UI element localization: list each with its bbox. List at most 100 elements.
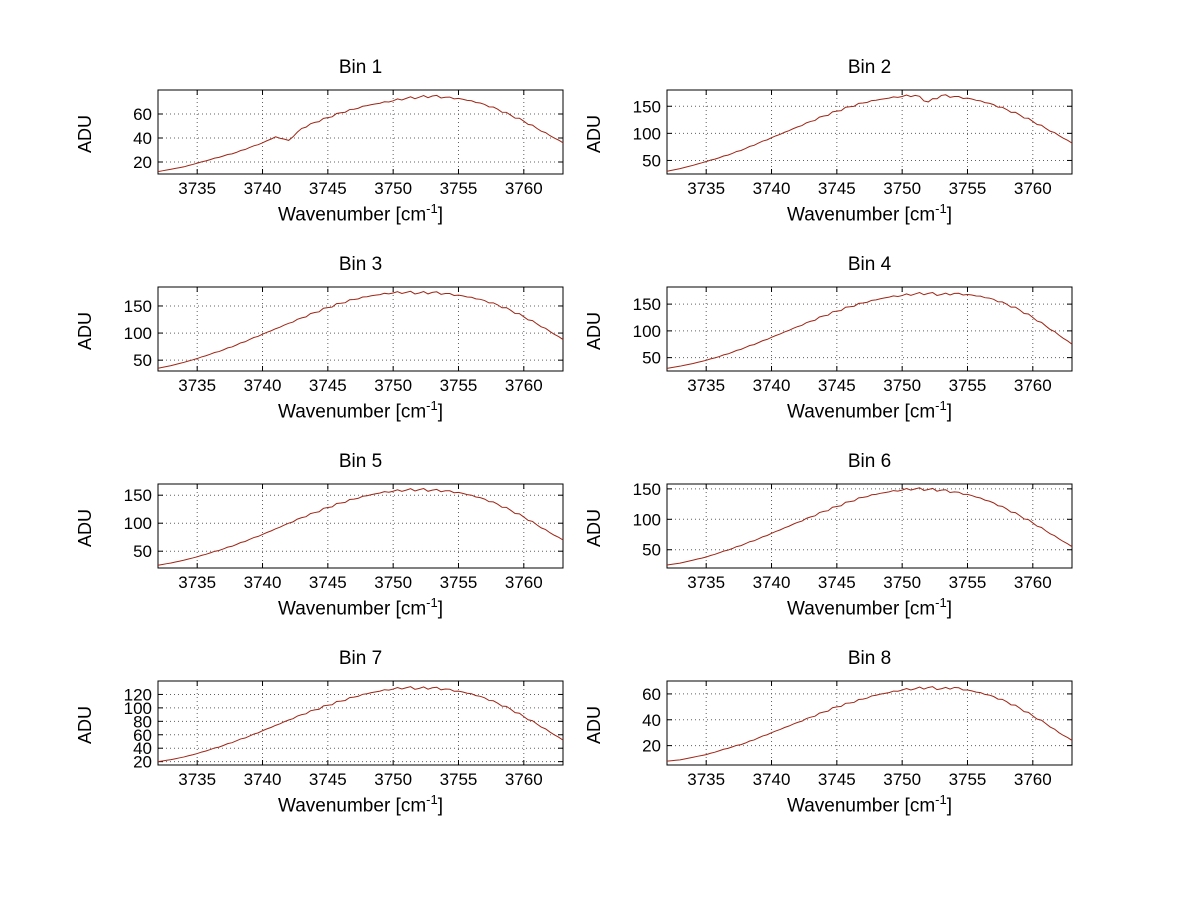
plot-canvas-bin-4: 50 100 150 3735 3740 3745 3750 3755 3760 [633,286,1073,395]
svg-text:60: 60 [133,105,152,124]
x-axis-label-text: Wavenumber [cm [786,204,936,226]
x-axis-label: Wavenumber [cm-1] [158,395,563,423]
svg-text:3735: 3735 [178,573,216,592]
svg-text:100: 100 [124,699,152,718]
svg-text:50: 50 [133,351,152,370]
subplot-bin-8: Bin 8 ADU 20 40 60 3735 3740 3745 3750 3755 3760… [582,647,1077,817]
svg-text:3755: 3755 [440,573,478,592]
y-axis-label: ADU [75,706,95,745]
svg-text:100: 100 [633,322,661,341]
svg-text:100: 100 [633,124,661,143]
svg-text:3735: 3735 [178,770,216,789]
x-axis-label-superscript: -1 [935,201,947,216]
plot-canvas-bin-6: 50 100 150 3735 3740 3745 3750 3755 3760 [633,480,1073,592]
subplot-bin-6: Bin 6 ADU 50 100 150 3735 3740 3745 3750 3755 37… [582,450,1077,620]
svg-text:3750: 3750 [883,573,921,592]
svg-text:3750: 3750 [374,573,412,592]
svg-text:3735: 3735 [178,376,216,395]
x-axis-label: Wavenumber [cm-1] [667,789,1072,817]
svg-text:3750: 3750 [883,770,921,789]
svg-text:3750: 3750 [374,179,412,198]
plot-canvas-bin-5: 50 100 150 3735 3740 3745 3750 3755 3760 [124,483,564,592]
svg-text:3755: 3755 [949,376,987,395]
svg-text:3760: 3760 [1014,376,1052,395]
plot-canvas-bin-2: 50 100 150 3735 3740 3745 3750 3755 3760 [633,89,1073,198]
svg-text:3760: 3760 [1014,179,1052,198]
svg-text:50: 50 [133,542,152,561]
x-axis-label-close: ] [437,598,443,620]
chart-title: Bin 7 [338,648,383,669]
svg-text:3760: 3760 [505,179,543,198]
x-axis-label: Wavenumber [cm-1] [158,592,563,620]
svg-text:3740: 3740 [244,770,282,789]
svg-text:3755: 3755 [949,573,987,592]
y-axis-label: ADU [75,509,95,548]
svg-text:3745: 3745 [309,179,347,198]
svg-text:3745: 3745 [818,573,856,592]
svg-text:3755: 3755 [949,770,987,789]
y-axis-label: ADU [584,706,604,745]
svg-text:3745: 3745 [818,179,856,198]
x-axis-label-superscript: -1 [426,792,438,807]
x-axis-label-close: ] [946,795,952,817]
x-axis-label-close: ] [437,401,443,423]
svg-text:40: 40 [133,129,152,148]
x-axis-label-text: Wavenumber [cm [277,204,427,226]
svg-text:150: 150 [633,97,661,116]
svg-text:50: 50 [642,541,661,560]
x-axis-label: Wavenumber [cm-1] [667,395,1072,423]
x-axis-label-text: Wavenumber [cm [277,795,427,817]
x-axis-label-close: ] [946,204,952,226]
chart-title: Bin 2 [847,57,892,78]
x-axis-label-close: ] [946,598,952,620]
x-axis-label-superscript: -1 [935,595,947,610]
svg-text:50: 50 [642,151,661,170]
svg-text:40: 40 [133,739,152,758]
svg-text:3740: 3740 [753,376,791,395]
y-axis-label: ADU [584,115,604,154]
svg-text:3735: 3735 [687,573,725,592]
svg-text:3755: 3755 [440,179,478,198]
svg-text:3745: 3745 [309,573,347,592]
chart-title: Bin 8 [847,648,892,669]
svg-text:3740: 3740 [753,770,791,789]
svg-text:3745: 3745 [309,376,347,395]
svg-text:3755: 3755 [949,179,987,198]
svg-text:3760: 3760 [1014,573,1052,592]
chart-title: Bin 3 [338,254,383,275]
svg-text:3755: 3755 [440,376,478,395]
x-axis-label-text: Wavenumber [cm [786,598,936,620]
svg-text:3760: 3760 [505,573,543,592]
svg-text:3740: 3740 [753,179,791,198]
chart-title: Bin 5 [338,451,383,472]
svg-text:20: 20 [133,753,152,772]
x-axis-label-superscript: -1 [426,595,438,610]
svg-text:150: 150 [124,486,152,505]
svg-text:3750: 3750 [883,376,921,395]
plot-canvas-bin-1: 20 40 60 3735 3740 3745 3750 3755 3760 [133,89,564,198]
svg-text:120: 120 [124,685,152,704]
svg-text:3760: 3760 [505,376,543,395]
x-axis-label-superscript: -1 [426,398,438,413]
subplot-bin-5: Bin 5 ADU 50 100 150 3735 3740 3745 3750 3755 37… [73,450,568,620]
y-axis-label: ADU [75,312,95,351]
figure-canvas: Bin 1 ADU 20 40 60 3735 3740 3745 3750 3755 3760… [73,57,1077,817]
svg-text:3745: 3745 [309,770,347,789]
x-axis-label-close: ] [946,401,952,423]
x-axis-label-close: ] [437,795,443,817]
chart-title: Bin 1 [338,57,383,78]
x-axis-label-superscript: -1 [935,398,947,413]
subplot-bin-3: Bin 3 ADU 50 100 150 3735 3740 3745 3750 3755 37… [73,253,568,423]
svg-text:80: 80 [133,712,152,731]
subplot-bin-7: Bin 7 ADU 20 40 60 80 100 120 3735 3740 3745 3750… [73,647,568,817]
x-axis-label-text: Wavenumber [cm [277,598,427,620]
x-axis-label-text: Wavenumber [cm [786,401,936,423]
svg-text:3735: 3735 [687,376,725,395]
svg-text:3760: 3760 [1014,770,1052,789]
svg-text:3740: 3740 [244,573,282,592]
svg-text:100: 100 [124,514,152,533]
x-axis-label: Wavenumber [cm-1] [158,789,563,817]
svg-text:40: 40 [642,711,661,730]
x-axis-label: Wavenumber [cm-1] [667,198,1072,226]
